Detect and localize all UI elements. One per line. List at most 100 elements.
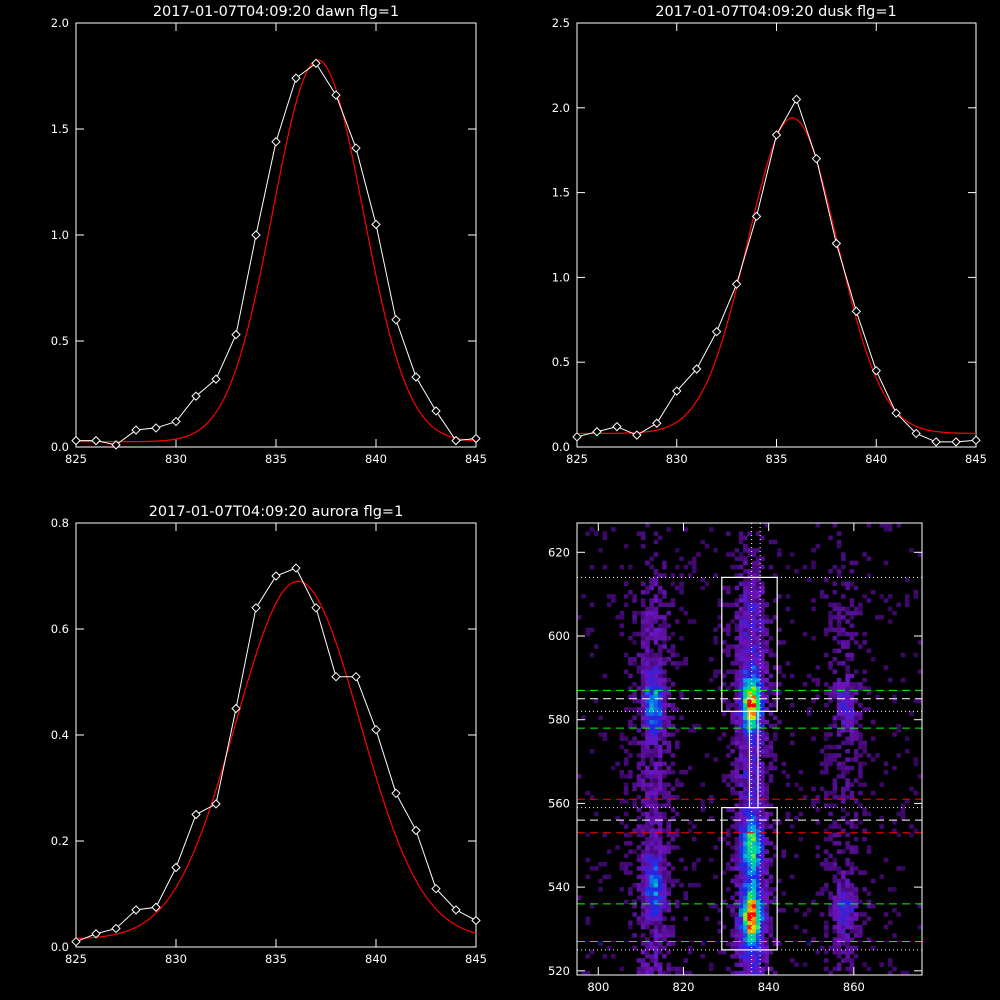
heatmap-cell (662, 707, 667, 712)
heatmap-cell (743, 790, 748, 796)
heatmap-cell (666, 694, 671, 700)
heatmap-cell (738, 728, 744, 733)
heatmap-cell (649, 728, 654, 733)
heatmap-cell (653, 899, 659, 905)
heatmap-cell (760, 652, 765, 658)
heatmap-cell (657, 862, 663, 867)
heatmap-cell (841, 723, 846, 729)
heatmap-cell (743, 728, 748, 733)
heatmap-cell (917, 774, 923, 779)
heatmap-cell (743, 916, 748, 921)
heatmap-cell (657, 849, 663, 854)
heatmap-cell (858, 769, 863, 775)
heatmap-cell (649, 891, 654, 896)
heatmap-cell (645, 636, 650, 641)
heatmap-cell (670, 707, 676, 712)
heatmap-cell (743, 841, 748, 846)
heatmap-cell (845, 945, 850, 951)
heatmap-cell (853, 757, 859, 762)
heatmap-cell (734, 677, 740, 683)
heatmap-cell (623, 790, 629, 796)
heatmap-cell (755, 661, 761, 666)
heatmap-cell (841, 728, 846, 733)
heatmap-cell (692, 560, 697, 566)
heatmap-cell (619, 615, 625, 620)
heatmap-cell (657, 749, 663, 754)
y-tick-label: 560 (548, 796, 570, 810)
heatmap-cell (649, 866, 654, 871)
heatmap-cell (849, 719, 855, 725)
heatmap-cell (657, 870, 663, 875)
heatmap-cell (849, 924, 855, 930)
heatmap-cell (849, 882, 855, 888)
heatmap-cell (764, 782, 769, 787)
heatmap-cell (589, 602, 595, 608)
heatmap-cell (853, 669, 859, 674)
heatmap-cell (751, 581, 757, 587)
heatmap-cell (849, 937, 855, 942)
heatmap-cell (755, 531, 761, 536)
heatmap-cell (662, 862, 667, 867)
heatmap-cell (836, 870, 842, 875)
heatmap-cell (743, 644, 748, 649)
heatmap-cell (743, 866, 748, 871)
heatmap-cell (760, 836, 765, 842)
heatmap-cell (645, 694, 650, 700)
heatmap-cell (640, 602, 646, 608)
y-tick-label: 1.0 (51, 228, 69, 242)
heatmap-cell (649, 857, 654, 863)
heatmap-cell (815, 523, 821, 528)
heatmap-cell (738, 627, 744, 633)
data-point (211, 799, 221, 809)
heatmap-cell (636, 824, 642, 829)
heatmap-cell (845, 820, 850, 825)
heatmap-cell (832, 682, 838, 687)
heatmap-cell (764, 882, 769, 888)
heatmap-cell (751, 803, 757, 808)
heatmap-cell (896, 728, 901, 733)
heatmap-cell (738, 757, 744, 762)
heatmap-cell (632, 610, 637, 616)
heatmap-cell (858, 711, 863, 716)
heatmap-cell (649, 749, 654, 754)
heatmap-cell (751, 627, 757, 633)
heatmap-cell (721, 836, 727, 842)
heatmap-cell (649, 648, 654, 654)
heatmap-cell (841, 740, 846, 746)
heatmap-cell (798, 786, 804, 792)
heatmap-cell (721, 711, 727, 716)
heatmap-cell (751, 765, 757, 771)
heatmap-cell (836, 615, 842, 620)
heatmap-cell (645, 615, 650, 620)
heatmap-cell (738, 903, 744, 909)
heatmap-cell (917, 698, 923, 704)
heatmap-cell (653, 908, 659, 913)
heatmap-cell (730, 602, 735, 608)
heatmap-cell (645, 782, 650, 787)
heatmap-cell (870, 656, 876, 662)
heatmap-cell (726, 648, 731, 654)
data-point (71, 435, 81, 446)
heatmap-cell (751, 665, 757, 670)
heatmap-cell (849, 849, 855, 854)
heatmap-cell (755, 556, 761, 561)
heatmap-cell (747, 941, 752, 947)
heatmap-cell (836, 924, 842, 930)
heatmap-cell (645, 954, 650, 959)
heatmap-cell (649, 702, 654, 708)
heatmap-cell (832, 589, 838, 595)
heatmap-cell (858, 912, 863, 917)
heatmap-cell (674, 878, 680, 884)
heatmap-cell (879, 594, 884, 599)
heatmap-cell (653, 673, 659, 679)
heatmap-cell (645, 862, 650, 867)
heatmap-cell (666, 887, 671, 892)
heatmap-cell (755, 673, 761, 679)
heatmap-cell (628, 924, 633, 930)
heatmap-cell (858, 765, 863, 771)
heatmap-cell (883, 857, 889, 863)
heatmap-cell (751, 862, 757, 867)
heatmap-cell (734, 652, 740, 658)
heatmap-cell (619, 774, 625, 779)
heatmap-cell (687, 765, 693, 771)
